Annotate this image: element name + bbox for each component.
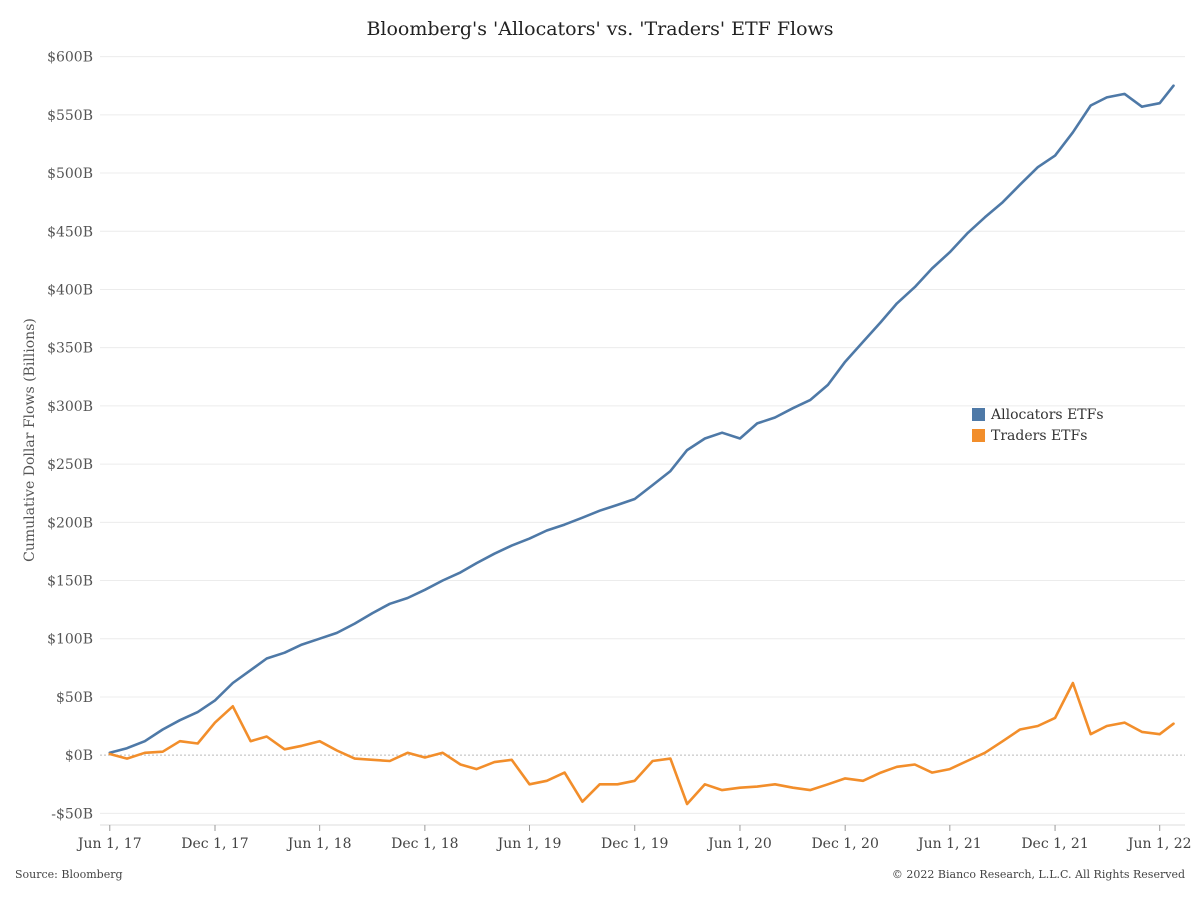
x-tick-label: Dec 1, 21 <box>1021 836 1088 852</box>
x-tick-label: Jun 1, 21 <box>916 836 982 852</box>
legend-item-traders[interactable]: Traders ETFs <box>972 425 1104 446</box>
x-tick-label: Dec 1, 18 <box>391 836 458 852</box>
x-tick-label: Jun 1, 22 <box>1126 836 1192 852</box>
x-tick-label: Dec 1, 17 <box>181 836 248 852</box>
legend-item-allocators[interactable]: Allocators ETFs <box>972 404 1104 425</box>
source-note: Source: Bloomberg <box>15 868 123 881</box>
legend-label-traders: Traders ETFs <box>991 427 1088 444</box>
y-tick-label: $100B <box>47 632 93 648</box>
x-tick-label: Dec 1, 20 <box>811 836 878 852</box>
y-axis-ticks: $600B $550B $500B $450B $400B $350B $300B $250B… <box>47 50 93 823</box>
y-tick-label: $300B <box>47 399 93 415</box>
y-tick-label: $200B <box>47 515 93 531</box>
y-tick-label: $400B <box>47 282 93 298</box>
y-tick-label: $450B <box>47 224 93 240</box>
grid-lines <box>100 56 1185 814</box>
x-tick-label: Dec 1, 19 <box>601 836 668 852</box>
x-tick-label: Jun 1, 19 <box>496 836 562 852</box>
y-tick-label: $150B <box>47 574 93 590</box>
y-tick-label: $350B <box>47 341 93 357</box>
x-tick-label: Jun 1, 20 <box>706 836 772 852</box>
y-tick-label: $0B <box>65 748 93 764</box>
y-tick-label: $550B <box>47 108 93 124</box>
legend-swatch-allocators <box>972 408 985 421</box>
x-axis-ticks: Jun 1, 17 Dec 1, 17 Jun 1, 18 Dec 1, 18 Jun … <box>76 824 1192 852</box>
y-tick-label: $600B <box>47 50 93 66</box>
y-tick-label: $500B <box>47 166 93 182</box>
series-line-traders[interactable] <box>108 681 1175 806</box>
x-tick-label: Jun 1, 18 <box>286 836 352 852</box>
chart-title: Bloomberg's 'Allocators' vs. 'Traders' E… <box>366 18 834 40</box>
legend-label-allocators: Allocators ETFs <box>991 406 1104 423</box>
series-line-allocators[interactable] <box>108 84 1175 755</box>
copyright-note: © 2022 Bianco Research, L.L.C. All Right… <box>891 868 1185 881</box>
y-tick-label: $50B <box>56 690 93 706</box>
y-tick-label: -$50B <box>51 806 93 822</box>
x-tick-label: Jun 1, 17 <box>76 836 142 852</box>
y-tick-label: $250B <box>47 457 93 473</box>
series-lines <box>108 84 1175 806</box>
legend-swatch-traders <box>972 429 985 442</box>
legend: Allocators ETFs Traders ETFs <box>972 404 1104 446</box>
